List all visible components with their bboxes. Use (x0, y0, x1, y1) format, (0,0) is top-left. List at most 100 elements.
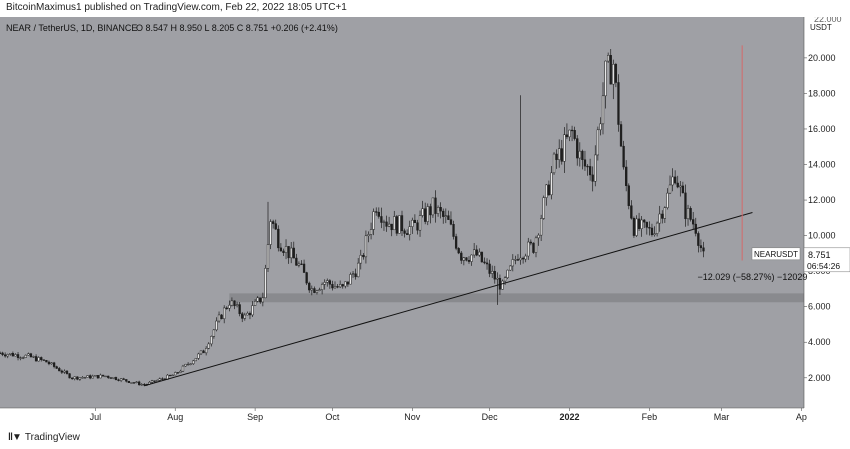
candle[interactable] (125, 379, 128, 383)
candle[interactable] (310, 285, 313, 296)
candle[interactable] (661, 210, 664, 224)
candle[interactable] (78, 377, 82, 381)
candle[interactable] (475, 245, 478, 257)
candle[interactable] (699, 239, 703, 253)
candle[interactable] (398, 215, 401, 234)
candle[interactable] (462, 256, 465, 266)
candle[interactable] (545, 184, 548, 206)
candle[interactable] (483, 257, 486, 265)
candle[interactable] (40, 356, 43, 362)
candle[interactable] (176, 372, 179, 374)
candle[interactable] (436, 205, 440, 217)
candle[interactable] (473, 242, 476, 258)
candle[interactable] (207, 342, 210, 350)
candle[interactable] (65, 369, 69, 375)
candle[interactable] (287, 246, 290, 264)
candle[interactable] (150, 379, 154, 384)
candle[interactable] (470, 254, 473, 266)
candle[interactable] (604, 60, 607, 109)
candle[interactable] (681, 181, 685, 194)
candle[interactable] (648, 221, 651, 236)
candle[interactable] (357, 258, 360, 278)
candle[interactable] (205, 346, 208, 356)
candle[interactable] (367, 231, 370, 243)
candle[interactable] (658, 205, 661, 232)
candle[interactable] (380, 207, 383, 229)
candle[interactable] (576, 135, 579, 166)
candle[interactable] (390, 223, 393, 237)
candle[interactable] (411, 217, 414, 234)
candle[interactable] (119, 378, 123, 383)
candle[interactable] (480, 251, 484, 263)
candle[interactable] (318, 287, 321, 292)
candle[interactable] (346, 281, 350, 287)
candle[interactable] (431, 197, 435, 218)
candle[interactable] (537, 233, 540, 246)
candle[interactable] (24, 354, 27, 359)
candle[interactable] (127, 380, 130, 383)
candle[interactable] (341, 283, 344, 289)
candle[interactable] (14, 353, 17, 357)
candle[interactable] (323, 279, 326, 290)
candle[interactable] (650, 223, 654, 237)
candle[interactable] (174, 371, 177, 376)
candle[interactable] (292, 241, 295, 259)
candle[interactable] (382, 219, 386, 231)
candle[interactable] (86, 375, 89, 378)
candle[interactable] (359, 249, 362, 270)
candle[interactable] (259, 297, 262, 304)
candle[interactable] (447, 210, 450, 220)
candle[interactable] (89, 374, 92, 380)
candle[interactable] (529, 239, 532, 246)
candle[interactable] (71, 377, 74, 380)
candle[interactable] (282, 248, 285, 256)
chart-canvas[interactable]: 2.0004.0006.0008.00010.00012.00014.00016… (0, 17, 850, 425)
candle[interactable] (181, 364, 185, 372)
candle[interactable] (32, 355, 35, 358)
candle[interactable] (197, 352, 200, 360)
candle[interactable] (524, 253, 527, 263)
candle[interactable] (496, 272, 499, 305)
ascending-trendline[interactable] (144, 212, 753, 387)
candle[interactable] (622, 140, 625, 170)
candle[interactable] (29, 352, 33, 358)
candle[interactable] (96, 375, 100, 379)
candle[interactable] (506, 269, 509, 280)
candle[interactable] (308, 281, 311, 293)
candle[interactable] (645, 221, 648, 235)
candle[interactable] (333, 281, 337, 289)
candle[interactable] (550, 165, 553, 200)
candle[interactable] (192, 359, 195, 366)
candle[interactable] (599, 117, 602, 136)
candle[interactable] (284, 239, 288, 260)
candle[interactable] (702, 241, 705, 258)
candle[interactable] (130, 382, 133, 384)
candle[interactable] (663, 206, 666, 223)
candle[interactable] (540, 214, 543, 241)
candle[interactable] (452, 220, 455, 240)
candle[interactable] (114, 376, 118, 381)
candle[interactable] (364, 230, 368, 264)
candle[interactable] (83, 376, 87, 379)
candle[interactable] (635, 215, 638, 238)
candle[interactable] (627, 183, 630, 210)
price-axis-panel[interactable] (804, 17, 850, 425)
candle[interactable] (117, 378, 120, 382)
candle[interactable] (253, 299, 257, 306)
candle[interactable] (668, 175, 672, 195)
candle[interactable] (421, 200, 424, 218)
candle[interactable] (171, 374, 174, 377)
candle[interactable] (643, 219, 646, 229)
candle[interactable] (511, 254, 514, 272)
candle[interactable] (161, 377, 164, 380)
candle[interactable] (439, 202, 442, 219)
candle[interactable] (377, 207, 380, 219)
candle[interactable] (297, 261, 301, 268)
candle[interactable] (563, 127, 566, 173)
candle[interactable] (532, 242, 535, 254)
candle[interactable] (552, 152, 556, 175)
candle[interactable] (91, 374, 94, 379)
candle[interactable] (248, 311, 252, 320)
candle[interactable] (45, 359, 48, 363)
